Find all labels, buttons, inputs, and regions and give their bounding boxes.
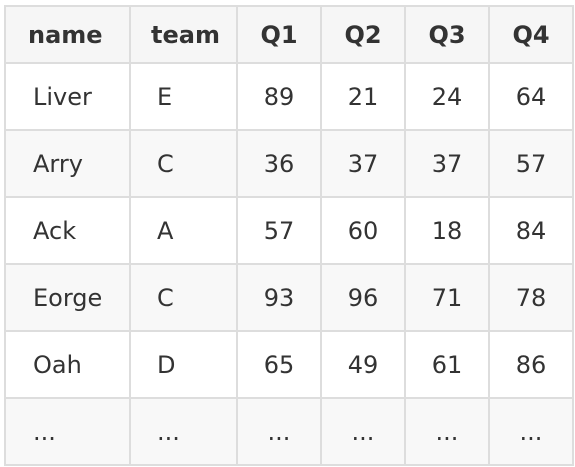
- header-q3: Q3: [404, 5, 490, 64]
- cell-q4: 78: [488, 263, 574, 332]
- cell-name: Ack: [4, 196, 131, 265]
- cell-q1: 65: [236, 330, 322, 399]
- cell-name: Arry: [4, 129, 131, 198]
- data-table: name team Q1 Q2 Q3 Q4 Liver E 89 21 24 6…: [4, 5, 574, 466]
- cell-q3: 18: [404, 196, 490, 265]
- cell-name: Liver: [4, 62, 131, 131]
- header-name: name: [4, 5, 131, 64]
- header-q2: Q2: [320, 5, 406, 64]
- cell-name: ...: [4, 397, 131, 466]
- table-row: ... ... ... ... ... ...: [4, 397, 574, 466]
- table-row: Ack A 57 60 18 84: [4, 196, 574, 265]
- cell-q3: 61: [404, 330, 490, 399]
- cell-q3: 37: [404, 129, 490, 198]
- cell-q2: 96: [320, 263, 406, 332]
- cell-q4: 84: [488, 196, 574, 265]
- header-q4: Q4: [488, 5, 574, 64]
- table-header: name team Q1 Q2 Q3 Q4: [4, 5, 574, 64]
- cell-team: C: [129, 263, 238, 332]
- cell-q2: ...: [320, 397, 406, 466]
- cell-q4: ...: [488, 397, 574, 466]
- cell-q2: 60: [320, 196, 406, 265]
- cell-name: Oah: [4, 330, 131, 399]
- cell-q2: 49: [320, 330, 406, 399]
- table-row: Arry C 36 37 37 57: [4, 129, 574, 198]
- table-body: Liver E 89 21 24 64 Arry C 36 37 37 57 A…: [4, 62, 574, 466]
- cell-q2: 21: [320, 62, 406, 131]
- cell-q1: 89: [236, 62, 322, 131]
- cell-q2: 37: [320, 129, 406, 198]
- cell-q1: 93: [236, 263, 322, 332]
- table-row: Liver E 89 21 24 64: [4, 62, 574, 131]
- cell-q1: 36: [236, 129, 322, 198]
- table-row: Oah D 65 49 61 86: [4, 330, 574, 399]
- cell-q3: ...: [404, 397, 490, 466]
- cell-q3: 24: [404, 62, 490, 131]
- cell-team: A: [129, 196, 238, 265]
- cell-q4: 64: [488, 62, 574, 131]
- header-team: team: [129, 5, 238, 64]
- cell-q1: ...: [236, 397, 322, 466]
- cell-q4: 86: [488, 330, 574, 399]
- cell-q3: 71: [404, 263, 490, 332]
- table-container: name team Q1 Q2 Q3 Q4 Liver E 89 21 24 6…: [4, 5, 574, 466]
- cell-name: Eorge: [4, 263, 131, 332]
- header-row: name team Q1 Q2 Q3 Q4: [4, 5, 574, 64]
- cell-q4: 57: [488, 129, 574, 198]
- table-row: Eorge C 93 96 71 78: [4, 263, 574, 332]
- cell-q1: 57: [236, 196, 322, 265]
- cell-team: E: [129, 62, 238, 131]
- cell-team: D: [129, 330, 238, 399]
- cell-team: C: [129, 129, 238, 198]
- cell-team: ...: [129, 397, 238, 466]
- header-q1: Q1: [236, 5, 322, 64]
